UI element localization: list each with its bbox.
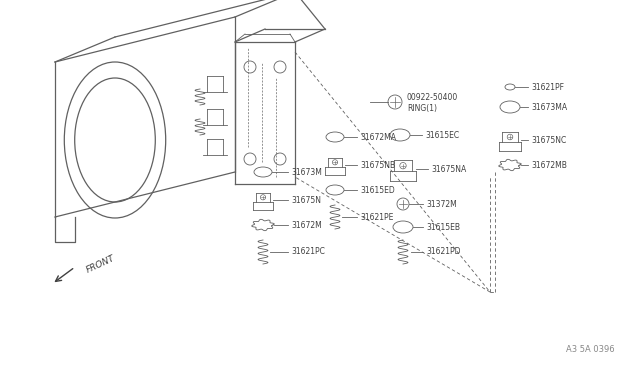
Text: 00922-50400: 00922-50400 xyxy=(407,93,458,102)
Text: 31675N: 31675N xyxy=(291,196,321,205)
Text: RING(1): RING(1) xyxy=(407,103,437,112)
Text: 31675NB: 31675NB xyxy=(360,160,395,170)
Text: A3 5A 0396: A3 5A 0396 xyxy=(566,345,615,354)
Text: 31615ED: 31615ED xyxy=(360,186,395,195)
Text: 31621PC: 31621PC xyxy=(291,247,325,257)
Text: 31621PD: 31621PD xyxy=(426,247,461,257)
Text: 31672MA: 31672MA xyxy=(360,132,396,141)
Text: 31372M: 31372M xyxy=(426,199,457,208)
Text: FRONT: FRONT xyxy=(85,253,116,275)
Text: 31621PE: 31621PE xyxy=(360,212,394,221)
Text: 31675NA: 31675NA xyxy=(431,164,467,173)
Text: 31675NC: 31675NC xyxy=(531,135,566,144)
Text: 31673M: 31673M xyxy=(291,167,322,176)
Text: 31673MA: 31673MA xyxy=(531,103,567,112)
Text: 31621PF: 31621PF xyxy=(531,83,564,92)
Text: 31672MB: 31672MB xyxy=(531,160,567,170)
Text: 31615EB: 31615EB xyxy=(426,222,460,231)
Text: 31615EC: 31615EC xyxy=(425,131,459,140)
Text: 31672M: 31672M xyxy=(291,221,322,230)
